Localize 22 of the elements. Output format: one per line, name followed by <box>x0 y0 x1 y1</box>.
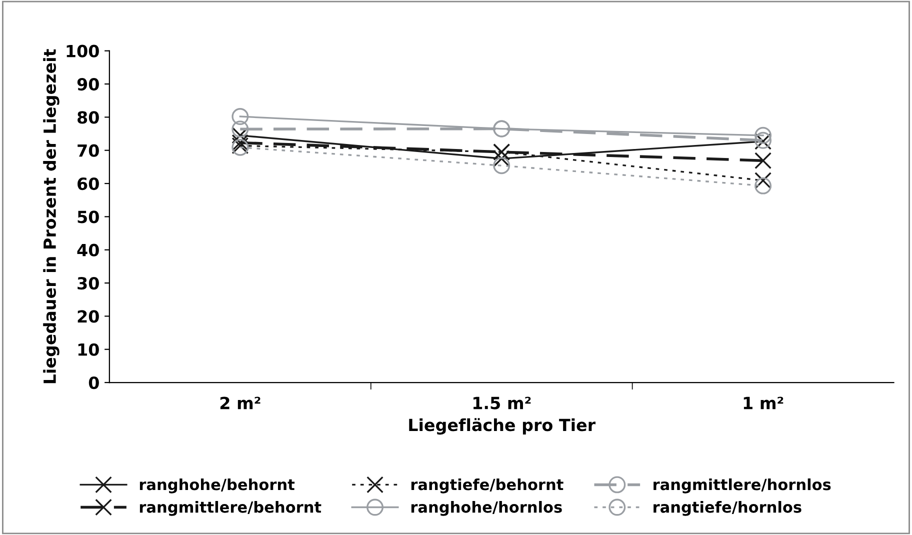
legend-label: ranghohe/hornlos <box>411 500 562 516</box>
x-tick-label: 1.5 m² <box>473 396 531 410</box>
x-tick-label: 2 m² <box>220 396 260 410</box>
y-tick-label: 70 <box>78 144 99 157</box>
y-tick-label: 20 <box>78 310 99 323</box>
legend-label: rangmittlere/hornlos <box>654 478 831 494</box>
y-axis-title: Liegedauer in Prozent der Liegezeit <box>43 49 60 384</box>
y-tick-label: 100 <box>66 44 99 58</box>
legend-label: rangmittlere/behornt <box>140 500 322 516</box>
y-tick-label: 80 <box>78 111 99 124</box>
y-tick-label: 50 <box>78 210 99 224</box>
y-tick-label: 30 <box>78 276 99 290</box>
x-tick-label: 1 m² <box>744 396 784 410</box>
y-tick-label: 0 <box>88 376 99 390</box>
legend-label: ranghohe/behornt <box>140 478 295 494</box>
y-tick-label: 60 <box>78 177 99 190</box>
y-tick-label: 10 <box>78 343 99 356</box>
legend-label: rangtiefe/behornt <box>411 478 564 494</box>
x-axis-title: Liegefläche pro Tier <box>409 418 596 435</box>
legend-label: rangtiefe/hornlos <box>654 500 802 516</box>
y-tick-label: 40 <box>77 244 99 256</box>
y-tick-label: 90 <box>77 78 99 91</box>
